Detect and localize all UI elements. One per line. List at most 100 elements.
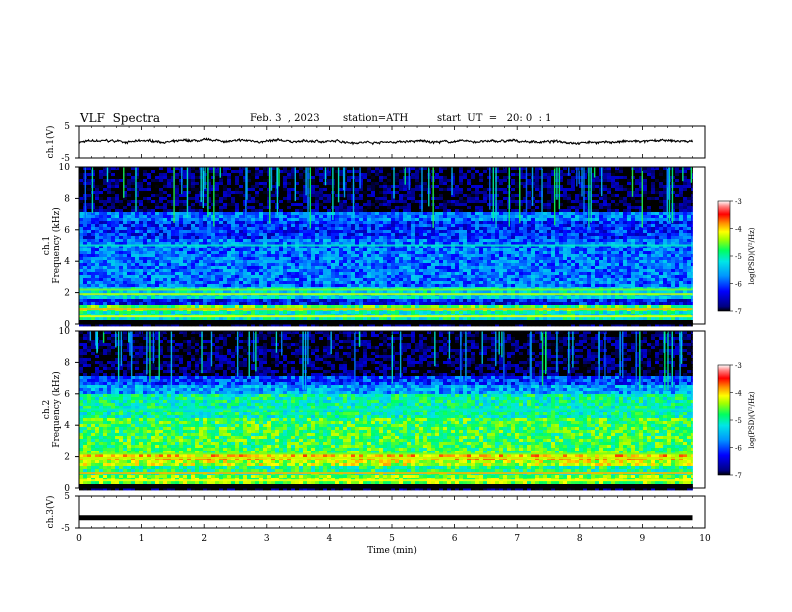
spectrogram-cell (95, 218, 100, 222)
spectrogram-cell (139, 227, 144, 231)
spectrogram-cell (99, 248, 104, 252)
spectrogram-cell (411, 200, 416, 204)
spectrogram-cell (431, 227, 436, 231)
spectrogram-cell (107, 191, 112, 195)
spectrogram-cell (343, 233, 348, 237)
spectrogram-cell (387, 233, 392, 237)
spectrogram-cell (151, 188, 156, 192)
spectrogram-cell (203, 203, 208, 207)
spectrogram-cell (111, 239, 116, 243)
spectrogram-cell (211, 251, 216, 255)
spectrogram-cell (299, 257, 304, 261)
spectrogram-cell (379, 215, 384, 219)
spectrogram-cell (547, 221, 552, 225)
spectrogram-cell (567, 248, 572, 252)
spectrogram-cell (411, 257, 416, 261)
spectrogram-cell (443, 224, 448, 228)
spectrogram-cell (231, 194, 236, 198)
spectrogram-cell (675, 254, 680, 258)
spectrogram-cell (231, 248, 236, 252)
spectrogram-cell (83, 224, 88, 228)
spectrogram-cell (643, 203, 648, 207)
spectrogram-cell (155, 209, 160, 213)
spectrogram-cell (419, 197, 424, 201)
spectrogram-cell (379, 236, 384, 240)
spectrogram-cell (267, 230, 272, 234)
spectrogram-cell (551, 236, 556, 240)
spectrogram-cell (315, 185, 320, 189)
spectrogram-cell (595, 167, 600, 171)
spectrogram-cell (583, 194, 588, 198)
spectrogram-cell (451, 230, 456, 234)
spectrogram-cell (243, 239, 248, 243)
spectrogram-cell (463, 221, 468, 225)
spectrogram-cell (679, 245, 684, 249)
spectrogram-cell (287, 251, 292, 255)
spectrogram-cell (135, 251, 140, 255)
spectrogram-cell (403, 230, 408, 234)
spectrogram-cell (635, 167, 640, 171)
spectrogram-cell (591, 173, 596, 177)
spectrogram-cell (91, 251, 96, 255)
spectrogram-cell (171, 218, 176, 222)
spectrogram-cell (603, 254, 608, 258)
spectrogram-cell (371, 203, 376, 207)
spectrogram-cell (267, 254, 272, 258)
spectrogram-cell (503, 176, 508, 180)
spectrogram-cell (375, 188, 380, 192)
spectrogram-cell (327, 179, 332, 183)
spectrogram-cell (655, 257, 660, 261)
spectrogram-cell (123, 230, 128, 234)
spectrogram-cell (347, 230, 352, 234)
spectrogram-cell (271, 224, 276, 228)
spectrogram-cell (295, 251, 300, 255)
spectrogram-cell (315, 200, 320, 204)
spectrogram-cell (459, 212, 464, 216)
spectrogram-cell (511, 194, 516, 198)
spectrogram-cell (327, 212, 332, 216)
spectrogram-cell (171, 203, 176, 207)
spectrogram-cell (163, 206, 168, 210)
spectrogram-cell (419, 251, 424, 255)
spectrogram-cell (303, 209, 308, 213)
spectrogram-cell (563, 257, 568, 261)
spectrogram-cell (579, 230, 584, 234)
spectrogram-cell (151, 200, 156, 204)
spectrogram-cell (407, 254, 412, 258)
spectrogram-cell (579, 221, 584, 225)
spectrogram-cell (335, 188, 340, 192)
spectrogram-cell (315, 227, 320, 231)
spectrogram-cell (555, 203, 560, 207)
spectrogram-cell (647, 233, 652, 237)
spectrogram-cell (475, 206, 480, 210)
spectrogram-cell (387, 239, 392, 243)
spectrogram-cell (359, 176, 364, 180)
spectrogram-cell (379, 209, 384, 213)
spectrogram-cell (643, 224, 648, 228)
spectrogram-cell (395, 257, 400, 261)
spectrogram-cell (471, 239, 476, 243)
spectrogram-cell (99, 206, 104, 210)
spectrogram-cell (479, 203, 484, 207)
spectrogram-cell (175, 239, 180, 243)
spectrogram-cell (679, 173, 684, 177)
spectrogram-cell (675, 188, 680, 192)
spectrogram-cell (231, 179, 236, 183)
spectrogram-cell (667, 239, 672, 243)
spectrogram-cell (199, 251, 204, 255)
spectrogram-cell (407, 191, 412, 195)
spectrogram-cell (271, 200, 276, 204)
spectrogram-cell (547, 224, 552, 228)
spectrogram-cell (243, 257, 248, 261)
spectrogram-cell (411, 167, 416, 171)
spectrogram-cell (163, 191, 168, 195)
spectrogram-cell (103, 254, 108, 258)
spectrogram-cell (155, 206, 160, 210)
spectrogram-cell (443, 176, 448, 180)
spectrogram-cell (515, 206, 520, 210)
spectrogram-cell (323, 203, 328, 207)
spectrogram-cell (615, 242, 620, 246)
spectrogram-cell (479, 224, 484, 228)
spectrogram-cell (215, 245, 220, 249)
spectrogram-cell (559, 257, 564, 261)
